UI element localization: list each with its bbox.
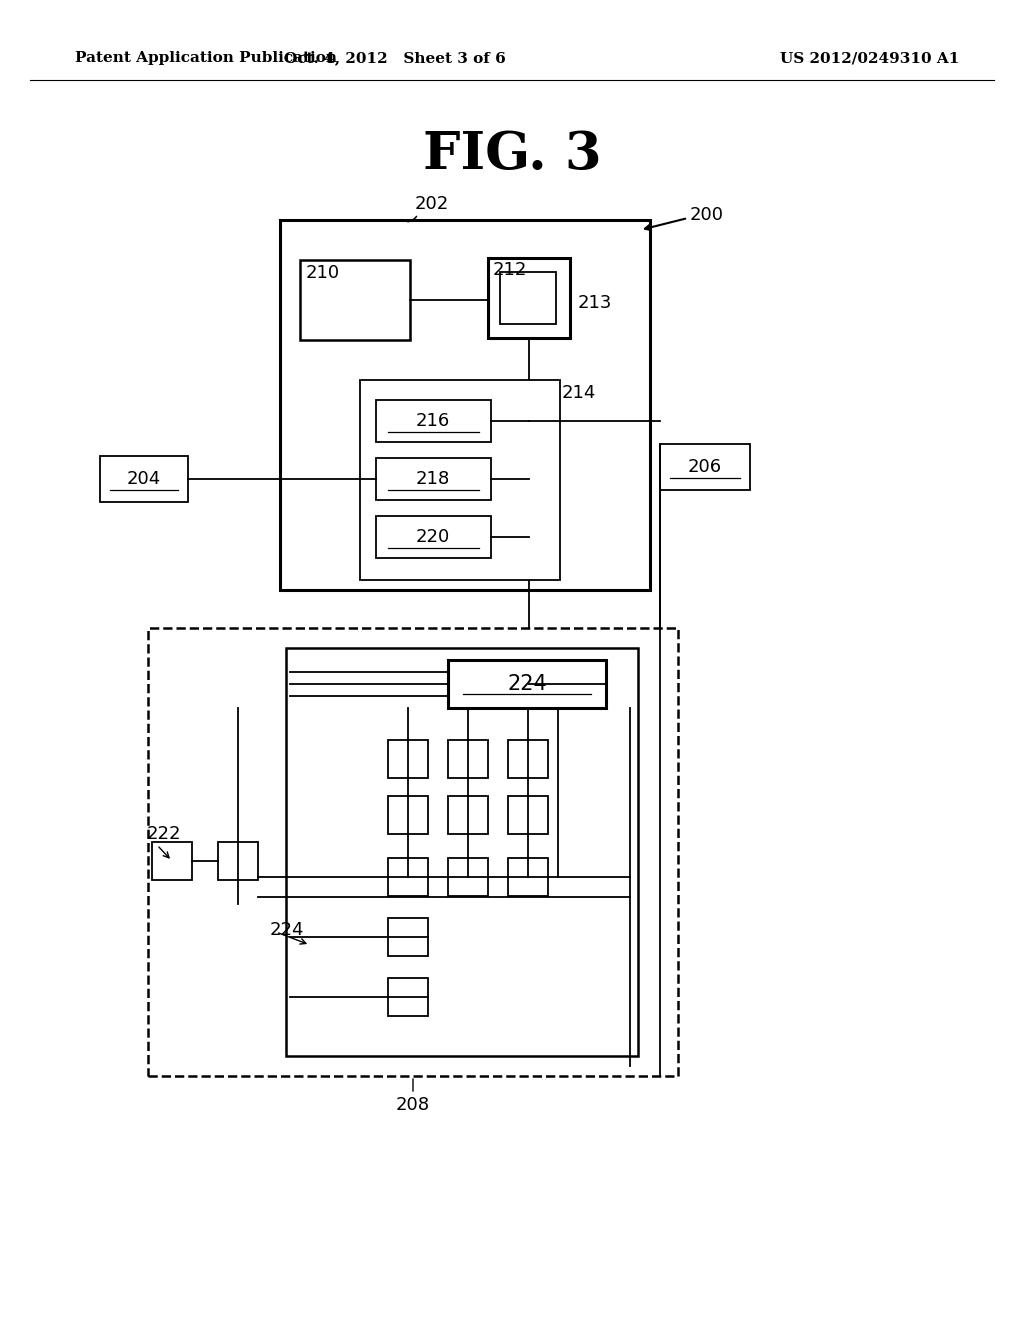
Bar [500, 272, 556, 323]
Bar [218, 842, 258, 880]
Bar [449, 796, 488, 834]
Text: 206: 206 [688, 458, 722, 477]
Bar [152, 842, 193, 880]
Text: 214: 214 [562, 384, 596, 403]
Bar [148, 628, 678, 1076]
Text: Oct. 4, 2012   Sheet 3 of 6: Oct. 4, 2012 Sheet 3 of 6 [284, 51, 506, 65]
Bar [388, 741, 428, 777]
Text: 204: 204 [127, 470, 161, 488]
Text: 220: 220 [416, 528, 451, 546]
Bar [660, 444, 750, 490]
Bar [449, 660, 606, 708]
Text: 216: 216 [416, 412, 451, 430]
Bar [388, 796, 428, 834]
Text: 213: 213 [578, 294, 612, 312]
Text: 208: 208 [396, 1096, 430, 1114]
Bar [300, 260, 410, 341]
Bar [280, 220, 650, 590]
Text: 218: 218 [416, 470, 451, 488]
Text: US 2012/0249310 A1: US 2012/0249310 A1 [780, 51, 959, 65]
Text: 212: 212 [493, 261, 527, 279]
Bar [488, 257, 570, 338]
Text: 224: 224 [270, 921, 304, 939]
Bar [360, 380, 560, 579]
Text: FIG. 3: FIG. 3 [423, 129, 601, 181]
Bar [449, 741, 488, 777]
Bar [376, 516, 490, 558]
Bar [388, 858, 428, 896]
Text: 202: 202 [415, 195, 450, 213]
Bar [286, 648, 638, 1056]
Bar [508, 858, 548, 896]
Text: 224: 224 [507, 675, 547, 694]
Bar [388, 917, 428, 956]
Text: Patent Application Publication: Patent Application Publication [75, 51, 337, 65]
Bar [449, 858, 488, 896]
Bar [508, 796, 548, 834]
Bar [508, 741, 548, 777]
Bar [100, 455, 188, 502]
Bar [376, 400, 490, 442]
Text: 200: 200 [690, 206, 724, 224]
Bar [376, 458, 490, 500]
Text: 222: 222 [147, 825, 181, 843]
Text: 210: 210 [306, 264, 340, 282]
Bar [388, 978, 428, 1016]
